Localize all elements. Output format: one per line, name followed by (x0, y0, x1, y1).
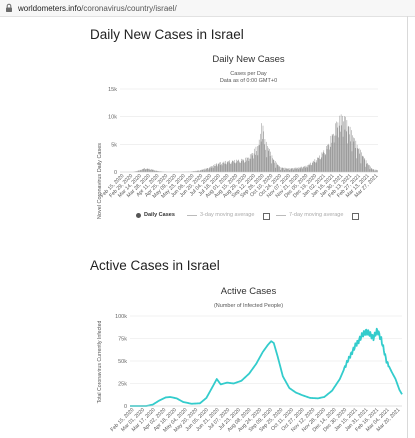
daily-chart-plot: Novel Coronavirus Daily Cases 05k10k15kF… (97, 87, 379, 219)
legend-7day-avg[interactable]: 7-day moving average (276, 212, 343, 218)
daily-chart-title: Daily New Cases (212, 54, 285, 65)
active-y-tick: 100k (115, 314, 127, 320)
active-y-axis-label: Total Coronavirus Currently Infected (97, 321, 103, 404)
daily-section-heading: Daily New Cases in Israel (90, 27, 244, 42)
line-marker-icon (187, 214, 197, 216)
active-chart-plot: Total Coronavirus Currently Infected 0 25… (97, 314, 403, 434)
daily-y-tick: 5k (111, 142, 117, 148)
legend-daily-label: Daily Cases (144, 212, 175, 218)
daily-chart-subtitle: Cases per Day (230, 71, 267, 77)
daily-y-tick: 10k (108, 115, 117, 121)
url-path: /coronavirus/country/israel/ (81, 3, 177, 13)
active-y-tick: 75k (118, 337, 127, 343)
checkbox-3day-avg[interactable] (263, 213, 270, 220)
active-cases-line (129, 327, 403, 407)
line-marker-icon (276, 214, 286, 216)
daily-cases-chart: Daily New Cases Cases per Day Data as of… (90, 48, 407, 240)
address-bar[interactable]: worldometers.info/coronavirus/country/is… (0, 0, 415, 17)
active-cases-chart: Active Cases (Number of Infected People)… (90, 278, 407, 438)
url-domain: worldometers.info (18, 3, 82, 13)
active-chart-title: Active Cases (220, 286, 277, 297)
daily-y-tick: 0 (114, 170, 117, 176)
circle-marker-icon (136, 212, 141, 218)
daily-y-tick: 15k (108, 87, 117, 93)
active-y-tick: 25k (118, 382, 127, 388)
legend-3day-label: 3-day moving average (200, 212, 255, 218)
active-y-tick: 50k (118, 359, 127, 365)
page-scroll-edge (407, 16, 408, 438)
active-section-heading: Active Cases in Israel (90, 258, 220, 273)
active-y-tick: 0 (124, 404, 127, 410)
daily-y-axis-label: Novel Coronavirus Daily Cases (97, 143, 103, 219)
lock-icon (6, 3, 12, 12)
legend-3day-avg[interactable]: 3-day moving average (187, 212, 254, 218)
checkbox-7day-avg[interactable] (352, 213, 359, 220)
daily-chart-date-note: Data as of 0:00 GMT+0 (219, 78, 278, 84)
active-chart-subtitle: (Number of Infected People) (213, 303, 284, 309)
legend-daily-cases[interactable]: Daily Cases (136, 212, 175, 218)
legend-7day-label: 7-day moving average (289, 212, 344, 218)
